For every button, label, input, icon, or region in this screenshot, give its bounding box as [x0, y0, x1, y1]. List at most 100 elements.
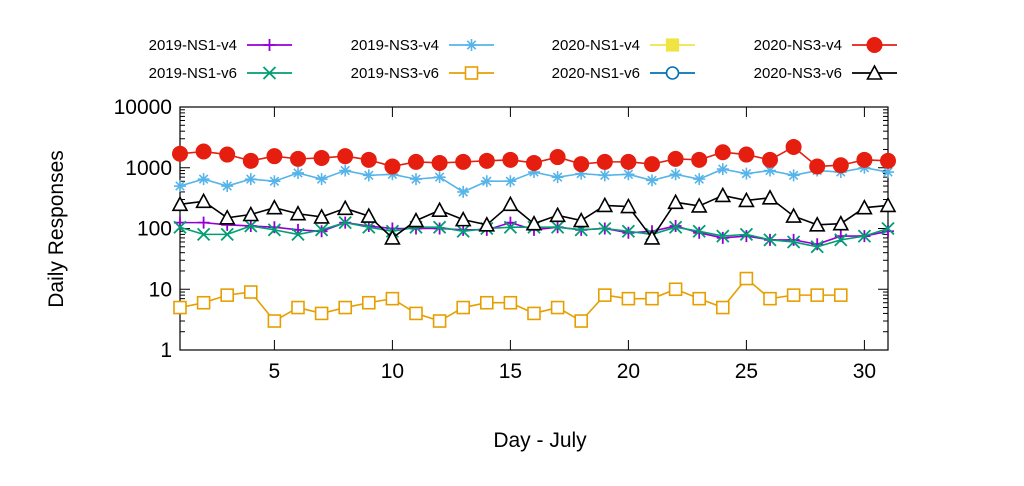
x-marker: [314, 223, 329, 237]
plus-marker: [197, 216, 210, 229]
star-marker: [716, 163, 729, 176]
x-marker: [716, 229, 730, 243]
filled-circle-marker: [195, 143, 212, 160]
square-marker: [479, 295, 494, 310]
x-tick-label: 25: [735, 360, 758, 383]
x-marker: [881, 221, 895, 236]
triangle-marker: [171, 195, 189, 212]
square-marker: [267, 314, 282, 328]
x-marker: [763, 233, 777, 247]
star-marker: [504, 175, 517, 188]
square-marker: [833, 288, 848, 302]
square-marker: [432, 314, 447, 328]
x-marker: [857, 229, 872, 243]
triangle-marker: [525, 215, 543, 231]
star-marker: [339, 164, 352, 177]
x-marker: [362, 220, 376, 234]
x-marker: [173, 220, 187, 234]
filled-circle-marker: [880, 152, 896, 169]
triangle-marker: [407, 211, 425, 228]
legend-item: 2019-NS3-v6: [351, 65, 494, 82]
circle-marker: [665, 66, 680, 80]
square-marker: [763, 291, 777, 306]
x-marker: [432, 220, 447, 234]
star-marker: [528, 166, 540, 179]
plus-marker: [268, 221, 281, 234]
x-marker: [834, 233, 848, 247]
triangle-marker: [643, 229, 661, 245]
series-2020-ns3-v4: [172, 138, 896, 175]
filled-circle-marker: [856, 151, 873, 168]
filled-circle-marker: [644, 156, 660, 173]
square-marker: [550, 300, 565, 315]
square-marker: [291, 300, 305, 315]
legend-label: 2019-NS3-v4: [351, 37, 439, 54]
y-axis-title: Daily Responses: [45, 150, 68, 308]
triangle-marker: [266, 199, 283, 215]
star-marker: [787, 169, 800, 182]
triangle-marker: [336, 199, 354, 216]
star-marker: [457, 185, 470, 198]
filled-circle-marker: [596, 153, 613, 170]
triangle-marker: [667, 193, 684, 210]
square-marker: [220, 288, 234, 302]
legend-item: 2020-NS1-v4: [552, 37, 695, 54]
triangle-marker: [218, 209, 236, 225]
square-marker: [621, 291, 636, 306]
filled-circle-marker: [714, 144, 731, 161]
square-marker: [692, 291, 707, 306]
triangle-marker: [596, 196, 614, 213]
plus-marker: [811, 238, 824, 251]
filled-circle-marker: [478, 152, 495, 169]
plus-marker: [882, 225, 894, 238]
x-tick-label: 30: [853, 360, 876, 383]
legend-label: 2019-NS1-v6: [149, 65, 237, 82]
x-tick-label: 5: [269, 360, 281, 383]
x-marker: [338, 215, 352, 230]
plus-marker: [263, 39, 276, 51]
x-marker: [262, 66, 277, 80]
triangle-marker: [195, 192, 212, 209]
triangle-marker: [313, 208, 330, 224]
star-marker: [465, 39, 478, 51]
star-marker: [598, 169, 611, 182]
star-marker: [244, 173, 257, 186]
triangle-marker: [242, 205, 260, 222]
filled-circle-marker: [242, 152, 259, 169]
filled-circle-marker: [290, 150, 306, 167]
star-marker: [480, 175, 493, 188]
x-marker: [810, 240, 824, 254]
star-marker: [764, 164, 776, 177]
legend-label: 2020-NS1-v4: [552, 37, 640, 54]
star-marker: [882, 166, 894, 179]
filled-circle-marker: [832, 157, 849, 174]
square-marker: [314, 306, 329, 321]
filled-circle-marker: [549, 149, 566, 166]
square-marker: [810, 288, 825, 302]
square-marker: [739, 271, 754, 286]
triangle-marker: [549, 206, 566, 223]
square-marker: [786, 288, 801, 302]
star-marker: [622, 168, 635, 181]
filled-circle-marker: [866, 37, 883, 53]
legend-item: 2020-NS3-v6: [754, 64, 897, 82]
star-marker: [174, 180, 186, 193]
legend-label: 2020-NS3-v6: [754, 65, 842, 82]
triangle-marker: [431, 201, 448, 218]
x-tick-label: 20: [617, 360, 640, 383]
square-marker: [338, 300, 353, 315]
triangle-marker: [572, 211, 590, 228]
triangle-marker: [478, 216, 496, 232]
square-marker: [574, 314, 589, 328]
star-marker: [740, 167, 753, 180]
triangle-marker: [738, 191, 755, 208]
square-marker: [645, 291, 659, 306]
filled-circle-marker: [738, 146, 755, 163]
x-marker: [786, 235, 801, 249]
legend-label: 2020-NS3-v4: [754, 37, 842, 54]
plus-marker: [716, 231, 729, 244]
filled-square-marker: [665, 38, 680, 52]
filled-circle-marker: [667, 150, 684, 167]
